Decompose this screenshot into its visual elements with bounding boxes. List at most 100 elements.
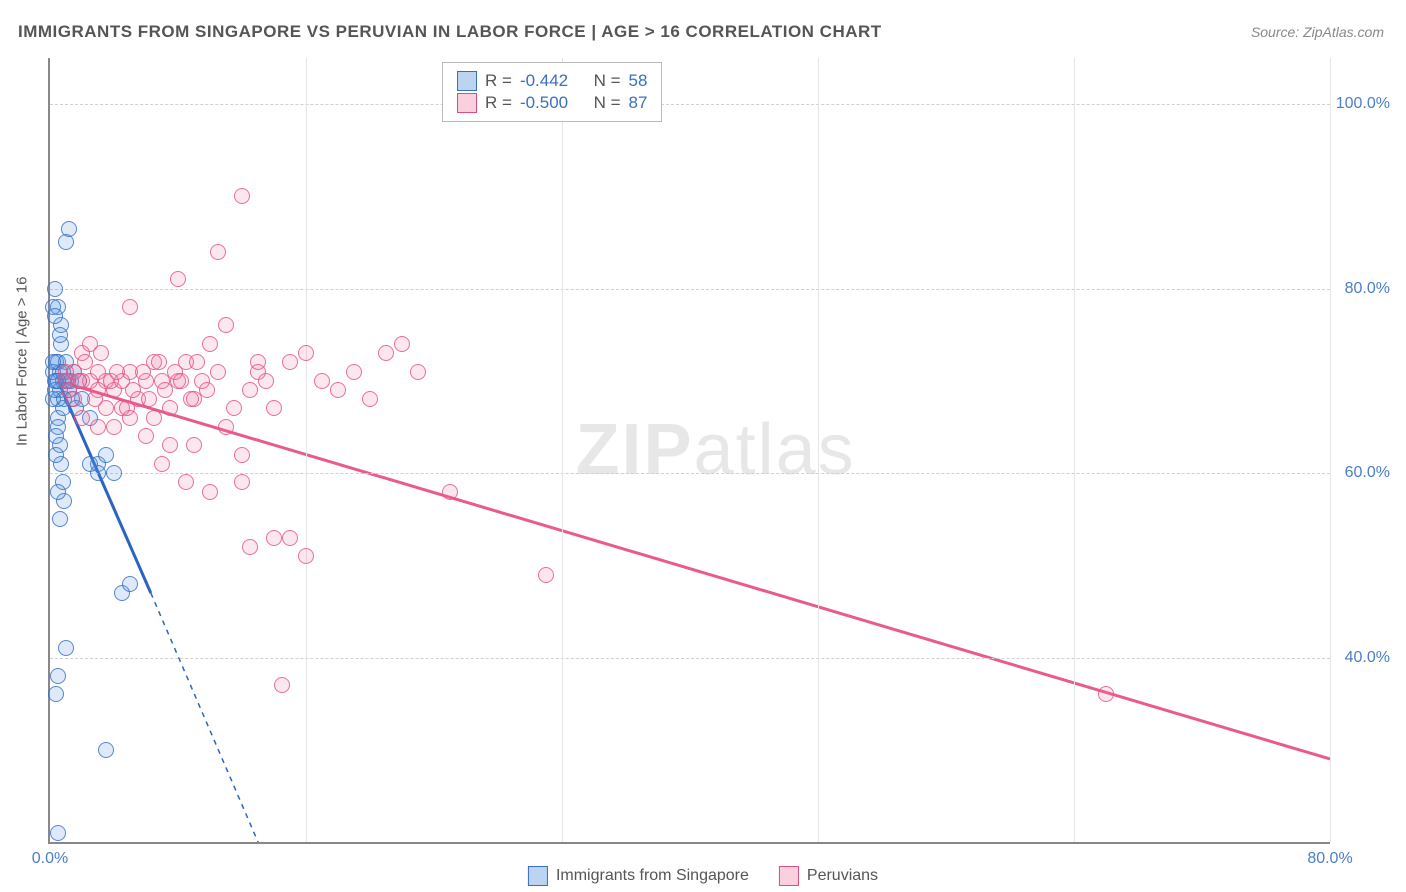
swatch-icon [457, 93, 477, 113]
data-point [98, 447, 114, 463]
correlation-legend: R = -0.442 N = 58 R = -0.500 N = 87 [442, 62, 662, 122]
ytick-label: 40.0% [1335, 649, 1390, 667]
data-point [314, 373, 330, 389]
gridline-v [306, 58, 307, 842]
data-point [330, 382, 346, 398]
data-point [58, 640, 74, 656]
data-point [109, 364, 125, 380]
series-legend: Immigrants from Singapore Peruvians [528, 866, 878, 886]
data-point [48, 428, 64, 444]
gridline-v [818, 58, 819, 842]
data-point [173, 373, 189, 389]
data-point [50, 668, 66, 684]
ytick-label: 80.0% [1335, 280, 1390, 298]
data-point [189, 354, 205, 370]
r-value: -0.500 [520, 93, 568, 113]
data-point [258, 373, 274, 389]
data-point [71, 373, 87, 389]
data-point [242, 539, 258, 555]
data-point [170, 271, 186, 287]
data-point [378, 345, 394, 361]
data-point [47, 308, 63, 324]
r-value: -0.442 [520, 71, 568, 91]
data-point [298, 548, 314, 564]
data-point [48, 447, 64, 463]
data-point [218, 317, 234, 333]
data-point [274, 677, 290, 693]
data-point [346, 364, 362, 380]
watermark: ZIPatlas [576, 409, 856, 491]
legend-item-singapore: Immigrants from Singapore [528, 866, 749, 886]
data-point [1098, 686, 1114, 702]
data-point [266, 530, 282, 546]
swatch-icon [779, 866, 799, 886]
data-point [234, 474, 250, 490]
data-point [538, 567, 554, 583]
data-point [266, 400, 282, 416]
data-point [122, 576, 138, 592]
swatch-icon [528, 866, 548, 886]
gridline-v [1074, 58, 1075, 842]
data-point [242, 382, 258, 398]
r-label: R = [485, 71, 512, 91]
data-point [106, 419, 122, 435]
data-point [234, 188, 250, 204]
data-point [61, 221, 77, 237]
r-label: R = [485, 93, 512, 113]
gridline-v [1330, 58, 1331, 842]
data-point [90, 419, 106, 435]
data-point [82, 456, 98, 472]
data-point [47, 281, 63, 297]
gridline-v [562, 58, 563, 842]
data-point [202, 484, 218, 500]
data-point [125, 382, 141, 398]
data-point [226, 400, 242, 416]
plot-area: ZIPatlas 40.0%60.0%80.0%100.0%0.0%80.0% [48, 58, 1330, 844]
data-point [154, 456, 170, 472]
data-point [151, 354, 167, 370]
n-label: N = [594, 71, 621, 91]
data-point [106, 465, 122, 481]
data-point [138, 428, 154, 444]
data-point [210, 364, 226, 380]
data-point [218, 419, 234, 435]
n-value: 87 [629, 93, 648, 113]
legend-label: Peruvians [807, 867, 878, 885]
swatch-icon [457, 71, 477, 91]
data-point [202, 336, 218, 352]
data-point [135, 364, 151, 380]
data-point [362, 391, 378, 407]
data-point [87, 391, 103, 407]
data-point [50, 825, 66, 841]
y-axis-label: In Labor Force | Age > 16 [14, 277, 31, 446]
data-point [234, 447, 250, 463]
legend-label: Immigrants from Singapore [556, 867, 749, 885]
data-point [122, 299, 138, 315]
data-point [199, 382, 215, 398]
data-point [58, 234, 74, 250]
data-point [162, 400, 178, 416]
data-point [183, 391, 199, 407]
data-point [186, 437, 202, 453]
data-point [442, 484, 458, 500]
data-point [146, 410, 162, 426]
data-point [52, 327, 68, 343]
legend-row-singapore: R = -0.442 N = 58 [457, 71, 647, 91]
gridline-h [50, 104, 1330, 105]
data-point [178, 474, 194, 490]
data-point [48, 686, 64, 702]
legend-row-peruvians: R = -0.500 N = 87 [457, 93, 647, 113]
data-point [50, 484, 66, 500]
ytick-label: 100.0% [1335, 95, 1390, 113]
page-title: IMMIGRANTS FROM SINGAPORE VS PERUVIAN IN… [18, 22, 882, 42]
data-point [98, 742, 114, 758]
data-point [74, 410, 90, 426]
data-point [282, 354, 298, 370]
ytick-label: 60.0% [1335, 464, 1390, 482]
legend-item-peruvians: Peruvians [779, 866, 878, 886]
gridline-h [50, 658, 1330, 659]
data-point [250, 354, 266, 370]
data-point [141, 391, 157, 407]
data-point [298, 345, 314, 361]
data-point [410, 364, 426, 380]
